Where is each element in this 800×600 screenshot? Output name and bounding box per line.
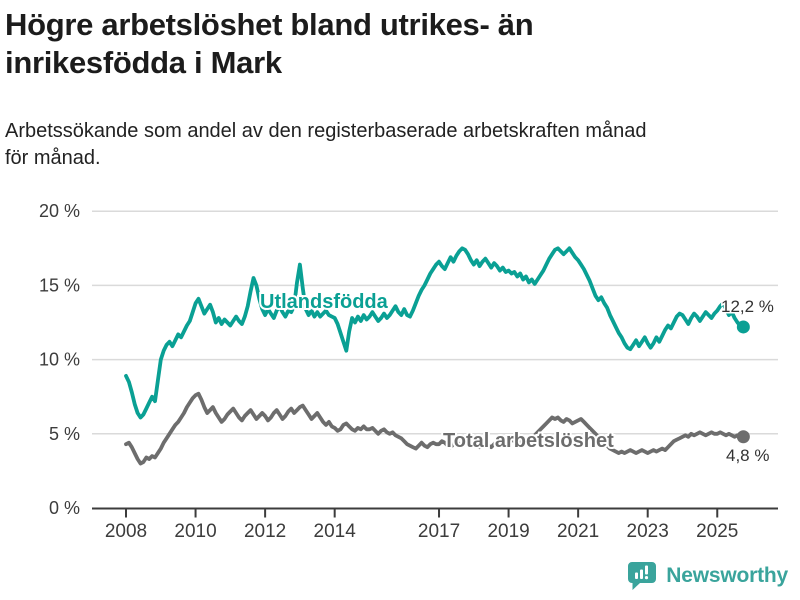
y-tick-label-15: 15 % — [39, 275, 80, 295]
x-tick-label-2017: 2017 — [418, 521, 460, 542]
title-line-2: inrikesfödda i Mark — [5, 45, 282, 80]
exclamation-dot — [645, 576, 649, 580]
x-tick-label-2014: 2014 — [314, 521, 357, 542]
end-dot-utlandsfodda — [736, 320, 750, 334]
series-label-utlandsfodda: Utlandsfödda — [260, 291, 389, 313]
series-label-total-arbetsloshet: Total arbetslöshet — [443, 430, 614, 452]
subtitle-line-2: för månad. — [5, 147, 101, 169]
subtitle-line-1: Arbetssökande som andel av den registerb… — [5, 120, 647, 142]
end-value-label-total-arbetsloshet: 4,8 % — [726, 446, 769, 465]
line-total-arbetsloshet — [124, 391, 746, 466]
exclamation-bar — [645, 565, 649, 575]
page-title: Högre arbetslöshet bland utrikes- än inr… — [5, 6, 797, 82]
x-tick-label-2008: 2008 — [105, 521, 147, 542]
title-line-1: Högre arbetslöshet bland utrikes- än — [5, 7, 534, 42]
x-tick-label-2023: 2023 — [627, 521, 669, 542]
chart-header: Högre arbetslöshet bland utrikes- än inr… — [5, 6, 797, 172]
y-tick-label-5: 5 % — [49, 424, 80, 444]
chart-subtitle: Arbetssökande som andel av den registerb… — [5, 118, 797, 172]
end-dot-total-arbetsloshet — [736, 430, 750, 444]
x-tick-label-2019: 2019 — [487, 521, 529, 542]
bar-medium — [640, 569, 644, 579]
x-tick-label-2010: 2010 — [174, 521, 216, 542]
y-tick-label-0: 0 % — [49, 498, 80, 518]
brand-name: Newsworthy — [666, 563, 788, 587]
y-tick-label-10: 10 % — [39, 350, 80, 370]
x-tick-label-2021: 2021 — [557, 521, 599, 542]
footer-brand: Newsworthy — [627, 560, 788, 591]
bar-small — [635, 572, 639, 579]
end-value-label-utlandsfodda: 12,2 % — [721, 297, 774, 316]
x-tick-label-2025: 2025 — [696, 521, 738, 542]
y-tick-label-20: 20 % — [39, 201, 80, 221]
line-utlandsfodda — [124, 246, 746, 420]
newsworthy-logo-icon — [628, 562, 657, 590]
x-tick-label-2012: 2012 — [244, 521, 286, 542]
